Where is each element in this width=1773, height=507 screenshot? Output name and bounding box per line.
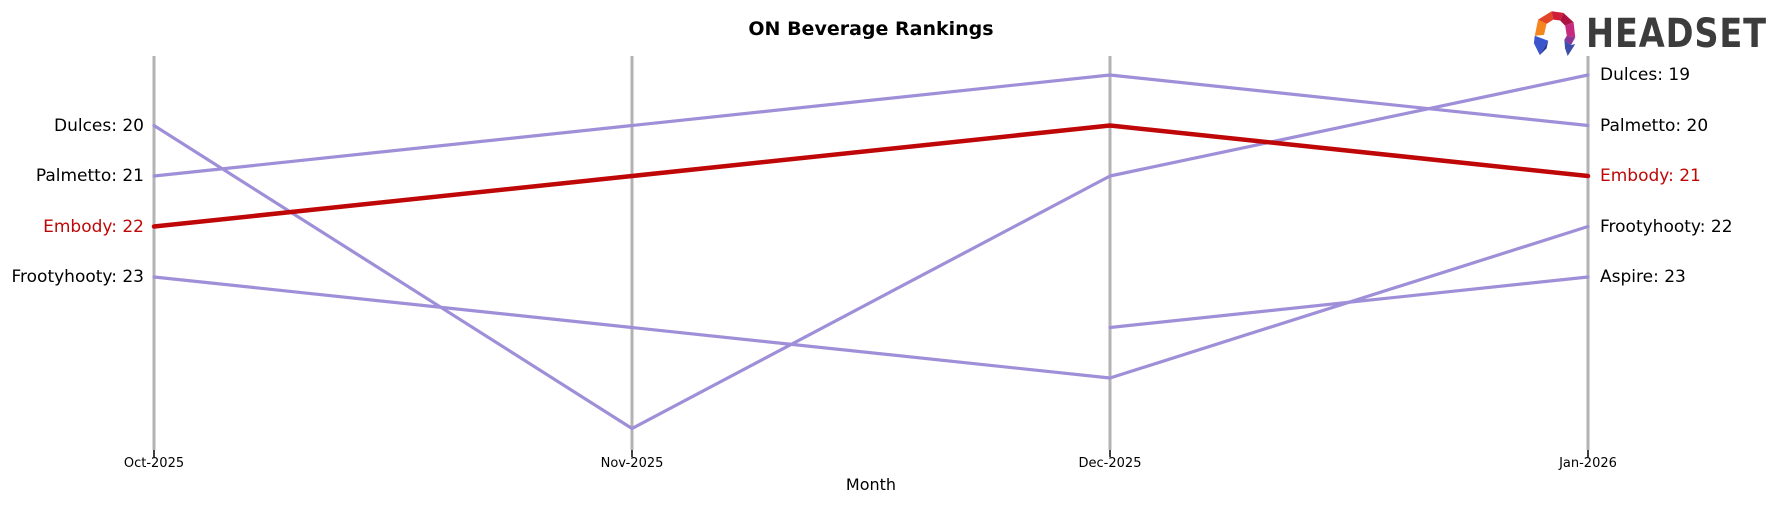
x-axis-title: Month — [845, 475, 897, 494]
left-rank-label: Frootyhooty: 23 — [11, 267, 144, 287]
headset-logo: HEADSET — [1528, 6, 1773, 62]
right-rank-label: Aspire: 23 — [1600, 267, 1686, 287]
left-rank-label: Palmetto: 21 — [35, 166, 144, 186]
right-rank-label: Dulces: 19 — [1600, 65, 1691, 85]
left-rank-label: Embody: 22 — [43, 216, 144, 237]
headset-logo-icon — [1533, 11, 1576, 56]
series-line-aspire — [1108, 275, 1590, 330]
chart-title: ON Beverage Rankings — [748, 18, 994, 40]
series-line-palmetto — [152, 73, 1590, 178]
right-rank-label: Frootyhooty: 22 — [1600, 216, 1733, 237]
x-tick-label: Dec-2025 — [1078, 456, 1142, 471]
series-line-dulces — [152, 73, 1590, 431]
headset-logo-text: HEADSET — [1586, 11, 1767, 57]
left-rank-label: Dulces: 20 — [53, 115, 144, 136]
x-tick-label: Nov-2025 — [600, 456, 664, 471]
right-rank-label: Embody: 21 — [1600, 166, 1701, 186]
x-tick-label: Jan-2026 — [1559, 456, 1617, 471]
series-line-embody — [151, 123, 1591, 229]
x-tick-label: Oct-2025 — [123, 456, 185, 471]
right-rank-label: Palmetto: 20 — [1600, 115, 1709, 136]
